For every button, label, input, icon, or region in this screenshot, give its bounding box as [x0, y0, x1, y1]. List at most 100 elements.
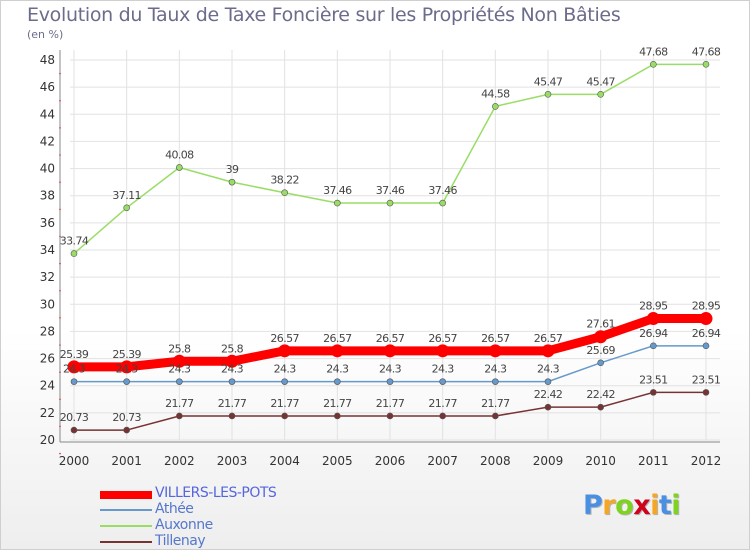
data-point: [334, 412, 341, 420]
data-point: [544, 378, 552, 385]
logo-letter: i: [671, 490, 681, 521]
data-label: 28.95: [692, 300, 721, 313]
data-label: 38.22: [270, 174, 299, 187]
y-tick-label: 48: [40, 53, 55, 67]
data-point: [172, 354, 186, 368]
legend-swatch-villers-les-pots: [100, 491, 152, 499]
y-tick-label: 30: [40, 297, 55, 311]
x-tick-label: 2011: [638, 454, 669, 468]
data-label: 24.3: [168, 363, 191, 376]
data-point: [176, 164, 183, 171]
legend-swatch-athee: [100, 509, 152, 511]
data-point: [702, 342, 710, 350]
logo-letter: o: [615, 490, 634, 521]
x-tick-label: 2007: [427, 454, 458, 468]
data-label: 24.3: [221, 363, 244, 376]
data-point: [439, 199, 446, 207]
data-point: [383, 344, 397, 358]
data-label: 25.39: [112, 348, 141, 361]
data-point: [699, 312, 713, 326]
y-axis-minor-dot: [59, 262, 61, 265]
data-label: 21.77: [323, 397, 352, 410]
x-tick-label: 2012: [691, 454, 722, 468]
legend-label-athee: Athée: [155, 501, 194, 517]
y-axis-unit-label: (en %): [27, 28, 64, 41]
x-tick-label: 2001: [111, 454, 142, 468]
y-axis-minor-dot: [59, 235, 61, 238]
x-tick-label: 2002: [164, 454, 195, 468]
y-axis-minor-dot: [59, 154, 61, 156]
x-tick-label: 2000: [59, 454, 90, 468]
data-point: [228, 378, 236, 385]
data-label: 24.3: [274, 363, 297, 376]
y-axis-minor-dot: [59, 371, 61, 373]
data-label: 45.47: [534, 75, 563, 88]
data-point: [439, 378, 446, 385]
data-label: 22.42: [534, 388, 563, 401]
data-point: [386, 199, 394, 207]
chart-title: Evolution du Taux de Taxe Foncière sur l…: [27, 4, 621, 26]
data-point: [436, 344, 450, 358]
data-label: 27.61: [586, 318, 615, 331]
x-tick-label: 2010: [585, 454, 616, 468]
data-point: [646, 312, 660, 326]
y-axis-minor-dot: [59, 181, 61, 183]
data-label: 24.3: [484, 363, 507, 376]
data-point: [120, 360, 134, 374]
data-label: 37.46: [323, 184, 352, 197]
data-point: [544, 91, 552, 98]
logo-letter: x: [633, 490, 651, 521]
data-point: [70, 426, 78, 434]
x-tick-label: 2003: [217, 454, 248, 468]
data-label: 20.73: [60, 411, 89, 424]
data-label: 47.68: [639, 45, 668, 58]
data-label: 44.58: [481, 87, 510, 100]
data-point: [123, 426, 130, 434]
data-label: 23.51: [692, 373, 721, 386]
data-point: [650, 389, 657, 396]
data-label: 39: [226, 163, 239, 176]
data-point: [492, 378, 499, 385]
data-point: [597, 91, 604, 98]
y-tick-label: 42: [40, 134, 55, 148]
data-label: 24.3: [326, 363, 349, 376]
data-label: 24.3: [432, 363, 455, 376]
y-axis-minor-dot: [59, 344, 61, 346]
y-tick-label: 28: [40, 324, 55, 338]
logo-letter: i: [650, 490, 659, 521]
data-point: [281, 378, 288, 385]
logo-letter: t: [658, 490, 672, 521]
data-label: 21.77: [218, 397, 247, 410]
data-label: 40.08: [165, 148, 194, 161]
data-label: 26.57: [323, 332, 352, 345]
data-point: [176, 378, 183, 385]
data-point: [334, 199, 341, 207]
data-point: [702, 389, 710, 396]
data-label: 24.3: [116, 363, 139, 376]
x-tick-label: 2009: [533, 454, 564, 468]
data-point: [650, 342, 657, 350]
x-tick-label: 2008: [480, 454, 511, 468]
y-tick-label: 46: [40, 80, 55, 94]
data-point: [488, 344, 502, 358]
data-point: [492, 103, 499, 110]
data-point: [386, 378, 394, 385]
data-point: [70, 378, 78, 385]
y-tick-label: 32: [40, 270, 55, 284]
data-point: [67, 360, 81, 374]
x-tick-label: 2005: [322, 454, 353, 468]
legend-swatch-auxonne: [100, 525, 152, 527]
data-point: [123, 204, 130, 212]
data-point: [492, 412, 499, 420]
data-point: [278, 344, 292, 358]
y-axis-minor-dot: [59, 208, 61, 211]
logo-letter: P: [583, 490, 603, 521]
x-tick-label: 2006: [375, 454, 406, 468]
data-label: 24.3: [537, 363, 560, 376]
y-tick-label: 26: [40, 352, 55, 366]
y-axis-minor-dot: [59, 127, 61, 129]
data-label: 26.57: [376, 332, 405, 345]
data-point: [228, 412, 236, 420]
data-point: [176, 412, 183, 420]
